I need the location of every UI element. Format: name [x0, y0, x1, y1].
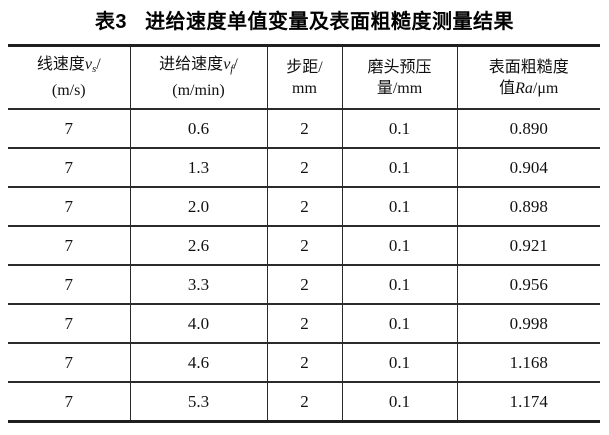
- table-row: 7 1.3 2 0.1 0.904: [8, 148, 600, 188]
- col-header-roughness: 表面粗糙度 值Ra/μm: [456, 45, 600, 110]
- table-cell: 0.998: [456, 304, 600, 344]
- header-row: 线速度vs/(m/s) 进给速度vf/(m/min) 步距/mm 磨头预压 量/m…: [8, 45, 600, 110]
- table-cell: 7: [8, 226, 130, 266]
- table-cell: 0.1: [341, 343, 457, 383]
- var-symbol: v: [223, 56, 231, 73]
- table-row: 7 2.0 2 0.1 0.898: [8, 187, 600, 227]
- table-row: 7 2.6 2 0.1 0.921: [8, 226, 600, 266]
- table-cell: 4.6: [129, 343, 267, 383]
- table-cell: 0.1: [341, 187, 457, 227]
- table-cell: 1.3: [129, 148, 267, 188]
- table-cell: 0.1: [341, 304, 457, 344]
- table-cell: 2.0: [129, 187, 267, 227]
- table-cell: 7: [64, 391, 74, 411]
- col-header-feed-speed: 进给速度vf/(m/min): [129, 45, 267, 110]
- table-cell: 0.898: [456, 187, 600, 227]
- table-header: 线速度vs/(m/s) 进给速度vf/(m/min) 步距/mm 磨头预压 量/m…: [8, 45, 600, 110]
- table-row: 7 3.3 2 0.1 0.956: [8, 265, 600, 305]
- table-cell: 2: [266, 109, 342, 149]
- table-cell: 0.1: [341, 109, 457, 149]
- table-body: 7 0.6 2 0.1 0.890 7 1.3 2 0.1 0.904 7 2.0 2 0.1 0.898 7…: [8, 109, 600, 422]
- var-symbol: v: [84, 56, 92, 73]
- var-subscript: f: [230, 63, 234, 75]
- table-cell: 2: [266, 148, 342, 188]
- table-cell: 0.904: [456, 148, 600, 188]
- table-cell: 7: [8, 304, 130, 344]
- table-cell: 2: [266, 382, 342, 422]
- table-title-text: 进给速度单值变量及表面粗糙度测量结果: [145, 11, 515, 33]
- table-cell: 7: [8, 343, 130, 383]
- table-cell: 0.1: [341, 226, 457, 266]
- table-cell: 0.956: [456, 265, 600, 305]
- table-row: 7 5.3 2 0.1 1.174: [8, 382, 600, 422]
- table-cell: 7: [8, 265, 130, 305]
- table-cell: 2: [266, 265, 342, 305]
- table-cell: 2: [266, 226, 342, 266]
- table-row: 7 0.6 2 0.1 0.890: [8, 109, 600, 149]
- table-caption: 表3 进给速度单值变量及表面粗糙度测量结果: [0, 5, 609, 34]
- results-table: 线速度vs/(m/s) 进给速度vf/(m/min) 步距/mm 磨头预压 量/m…: [8, 44, 600, 423]
- table-cell: 2: [266, 343, 342, 383]
- table-cell: 0.921: [456, 226, 600, 266]
- table-cell: 0.1: [341, 148, 457, 188]
- table-row: 7 4.6 2 0.1 1.168: [8, 343, 600, 383]
- table-cell: 0.6: [129, 109, 267, 149]
- table-cell: 7: [8, 148, 130, 188]
- var-symbol: Ra: [515, 79, 533, 97]
- col-header-preload: 磨头预压 量/mm: [341, 45, 457, 110]
- table-cell: 0.1: [341, 265, 457, 305]
- table-cell: 0.1: [341, 382, 457, 422]
- table-cell: 7: [8, 109, 130, 149]
- table-cell: 1.168: [456, 343, 600, 383]
- table-cell: 2: [266, 304, 342, 344]
- table-cell: 3.3: [129, 265, 267, 305]
- table-cell: 2: [266, 187, 342, 227]
- table-cell: 2.6: [129, 226, 267, 266]
- table-cell: 5.3: [129, 382, 267, 422]
- var-subscript: s: [91, 63, 97, 75]
- col-header-linear-speed: 线速度vs/(m/s): [8, 45, 130, 110]
- table-cell: 0.890: [456, 109, 600, 149]
- table-cell: 1.174: [456, 382, 600, 422]
- table-cell: 4.0: [129, 304, 267, 344]
- table-number: 表3: [94, 11, 128, 33]
- col-header-step-distance: 步距/mm: [266, 45, 342, 110]
- table-cell: 7: [8, 187, 130, 227]
- table-row: 7 4.0 2 0.1 0.998: [8, 304, 600, 344]
